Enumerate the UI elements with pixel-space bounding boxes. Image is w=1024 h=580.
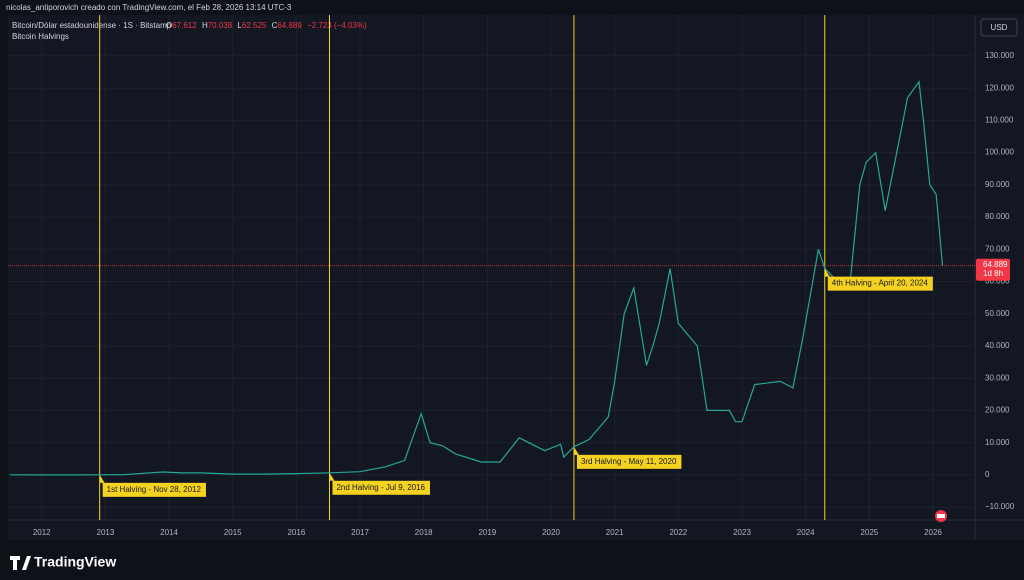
y-tick-label: 10.000 <box>985 438 1010 447</box>
x-tick-label: 2023 <box>733 528 751 537</box>
x-tick-label: 2015 <box>224 528 242 537</box>
low-label: L <box>237 21 242 30</box>
x-tick-label: 2022 <box>669 528 687 537</box>
indicator: Bitcoin Halvings <box>12 32 69 41</box>
halving-label-box <box>576 454 682 469</box>
open-label: O <box>166 21 172 30</box>
low: 62.525 <box>242 21 267 30</box>
high: 70.038 <box>208 21 233 30</box>
x-tick-label: 2025 <box>860 528 878 537</box>
halving-label-box <box>102 482 206 497</box>
ohlc: O67.612 H70.038 L62.525 C64.889 −2.723 (… <box>166 21 367 30</box>
grid <box>8 15 975 520</box>
x-tick-label: 2020 <box>542 528 560 537</box>
close-label: C <box>272 21 278 30</box>
header: nicolas_antiporovich creado con TradingV… <box>6 3 292 12</box>
y-tick-label: −10.000 <box>985 502 1015 511</box>
open: 67.612 <box>172 21 197 30</box>
halving-pointer <box>99 474 105 483</box>
x-tick-label: 2017 <box>351 528 369 537</box>
current-countdown: 1d 8h <box>983 269 1003 278</box>
y-tick-label: 110.000 <box>985 115 1014 124</box>
change: −2.723 (−4.03%) <box>307 21 367 30</box>
y-tick-label: 40.000 <box>985 341 1010 350</box>
current-price-label: 64.889 <box>983 260 1008 269</box>
x-tick-label: 2012 <box>33 528 51 537</box>
halving-label: 4th Halving - April 20, 2024 <box>832 279 929 288</box>
symbol: Bitcoin/Dólar estadounidense · 1S · Bits… <box>12 21 172 30</box>
halving-label: 1st Halving - Nov 28, 2012 <box>107 485 202 494</box>
halving-pointer <box>329 472 335 481</box>
event-icon-inner <box>937 514 945 518</box>
y-tick-label: 0 <box>985 470 990 479</box>
halving-label: 3rd Halving - May 11, 2020 <box>581 457 677 466</box>
x-tick-label: 2014 <box>160 528 178 537</box>
y-tick-label: 30.000 <box>985 373 1010 382</box>
x-tick-label: 2021 <box>606 528 624 537</box>
x-tick-label: 2013 <box>97 528 115 537</box>
y-tick-label: 60.000 <box>985 277 1010 286</box>
x-tick-label: 2018 <box>415 528 433 537</box>
brand-logo <box>10 556 31 570</box>
x-tick-label: 2019 <box>478 528 496 537</box>
y-tick-label: 130.000 <box>985 51 1014 60</box>
y-tick-label: 50.000 <box>985 309 1010 318</box>
y-tick-label: 80.000 <box>985 212 1010 221</box>
high-label: H <box>202 21 208 30</box>
y-tick-label: 70.000 <box>985 244 1010 253</box>
halving-label-box <box>827 276 933 291</box>
y-tick-label: 100.000 <box>985 148 1014 157</box>
plot: 1st Halving - Nov 28, 2012 2nd Halving - … <box>8 15 975 520</box>
x-tick-label: 2026 <box>924 528 942 537</box>
currency[interactable]: USD <box>991 23 1008 32</box>
current-price-box <box>976 258 1010 281</box>
y-tick-label: 90.000 <box>985 180 1010 189</box>
currency-button[interactable] <box>980 18 1018 37</box>
halving-pointer <box>573 446 579 455</box>
price-line <box>9 80 944 476</box>
brand: TradingView <box>34 554 116 570</box>
halving-pointer <box>824 268 830 277</box>
x-tick-label: 2024 <box>797 528 815 537</box>
halving-label: 2nd Halving - Jul 9, 2016 <box>336 483 425 492</box>
x-tick-label: 2016 <box>287 528 305 537</box>
close: 64.889 <box>277 21 302 30</box>
y-tick-label: 20.000 <box>985 406 1010 415</box>
y-tick-label: 120.000 <box>985 83 1014 92</box>
halving-label-box <box>332 480 430 495</box>
